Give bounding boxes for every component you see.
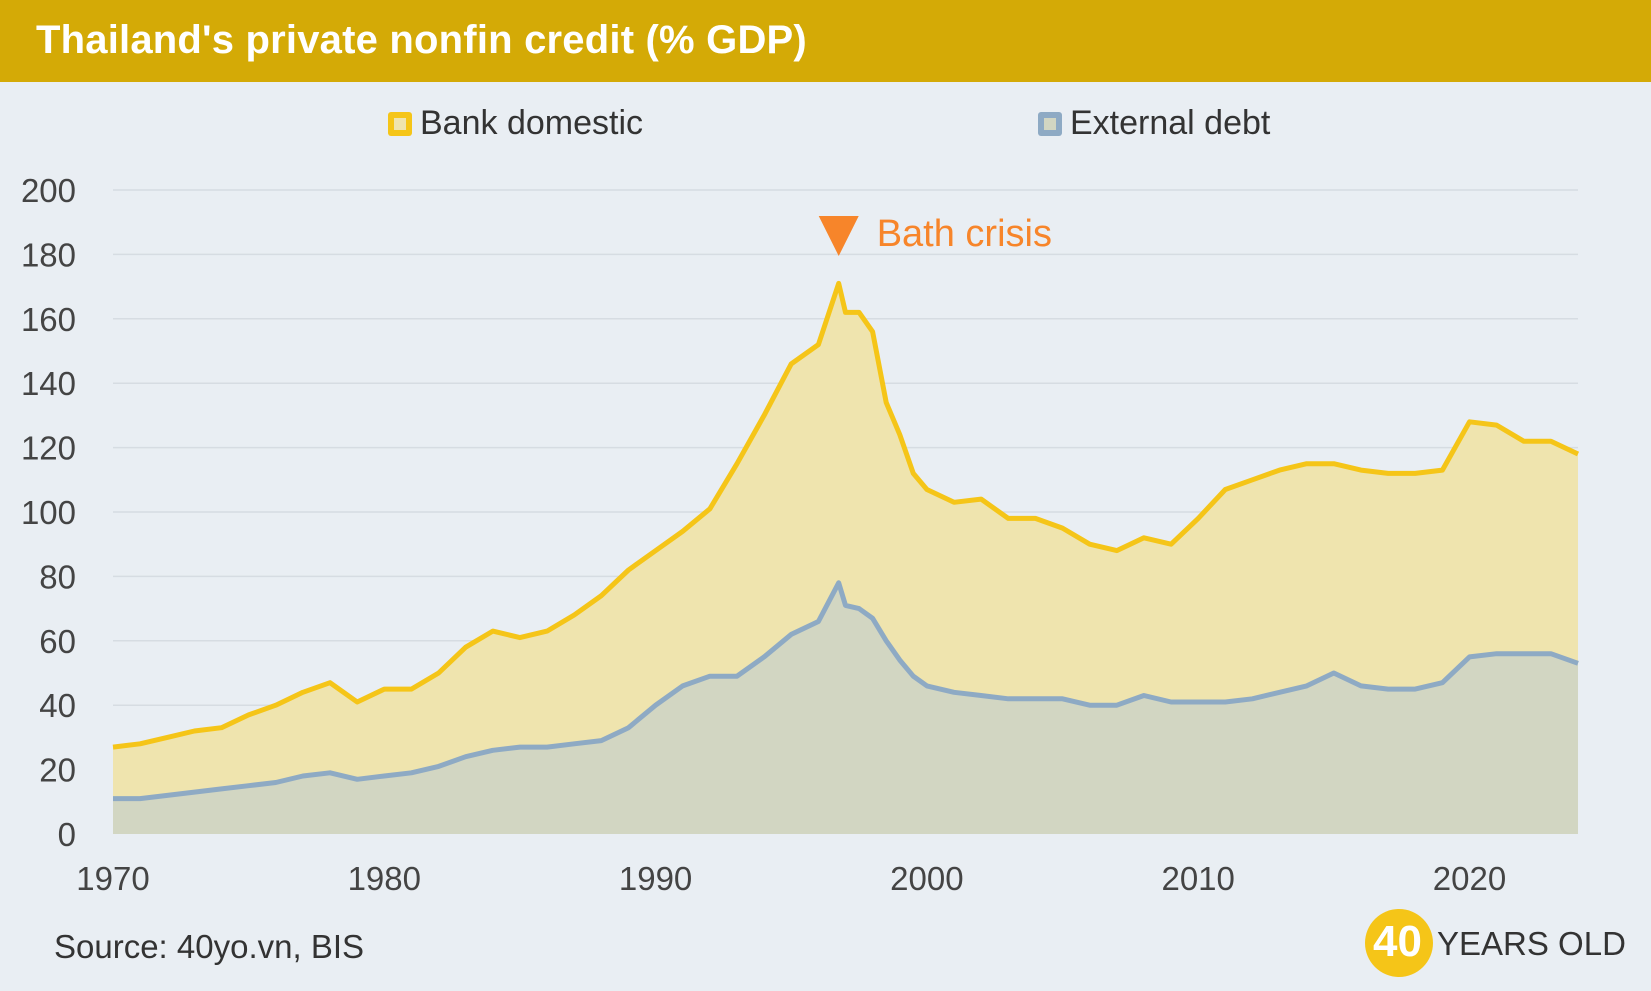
chart: 0 20 40 60 80 100 120 140 160 180 200 1970 1980 1990… — [21, 104, 1580, 897]
x-tick-label: 2020 — [1433, 860, 1506, 897]
y-tick-label: 20 — [39, 752, 76, 789]
external-debt-line — [113, 580, 1579, 802]
bank-domestic-area — [113, 283, 1578, 834]
areas — [113, 283, 1578, 834]
x-tick-label: 2010 — [1161, 860, 1234, 897]
brand-circle-icon — [1365, 909, 1433, 977]
x-tick-label: 2000 — [890, 860, 963, 897]
y-axis: 0 20 40 60 80 100 120 140 160 180 200 — [21, 172, 76, 853]
y-tick-label: 180 — [21, 236, 76, 273]
source-note: Source: 40yo.vn, BIS — [54, 928, 365, 965]
brand-logo: 40 YEARS OLD — [1365, 905, 1645, 985]
lines — [112, 280, 1580, 802]
x-tick-label: 1970 — [76, 860, 149, 897]
crisis-marker-icon — [818, 216, 859, 256]
x-tick-label: 1990 — [619, 860, 692, 897]
x-axis: 1970 1980 1990 2000 2010 2020 — [76, 860, 1506, 897]
brand-number: 40 — [1373, 917, 1422, 966]
annotations: Bath crisis — [818, 213, 1052, 256]
annotation-label: Bath crisis — [877, 213, 1052, 255]
legend-label: Bank domestic — [420, 104, 643, 142]
legend: Bank domestic External debt — [388, 104, 1271, 142]
chart-title: Thailand's private nonfin credit (% GDP) — [36, 18, 807, 62]
y-tick-label: 100 — [21, 494, 76, 531]
bank-domestic-line — [112, 280, 1580, 750]
external-debt-legend-swatch-inner — [1044, 118, 1056, 130]
bank-domestic-legend-swatch-inner — [394, 118, 406, 130]
y-tick-label: 40 — [39, 687, 76, 724]
y-tick-label: 200 — [21, 172, 76, 209]
x-tick-label: 1980 — [348, 860, 421, 897]
y-tick-label: 60 — [39, 623, 76, 660]
y-tick-label: 120 — [21, 430, 76, 467]
y-tick-label: 160 — [21, 301, 76, 338]
external-debt-area — [113, 582, 1578, 834]
title-bar: Thailand's private nonfin credit (% GDP) — [0, 0, 1651, 82]
y-tick-label: 0 — [58, 816, 76, 853]
legend-label: External debt — [1070, 104, 1271, 142]
brand-text: YEARS OLD — [1437, 925, 1626, 962]
y-tick-label: 80 — [39, 558, 76, 595]
y-tick-label: 140 — [21, 365, 76, 402]
